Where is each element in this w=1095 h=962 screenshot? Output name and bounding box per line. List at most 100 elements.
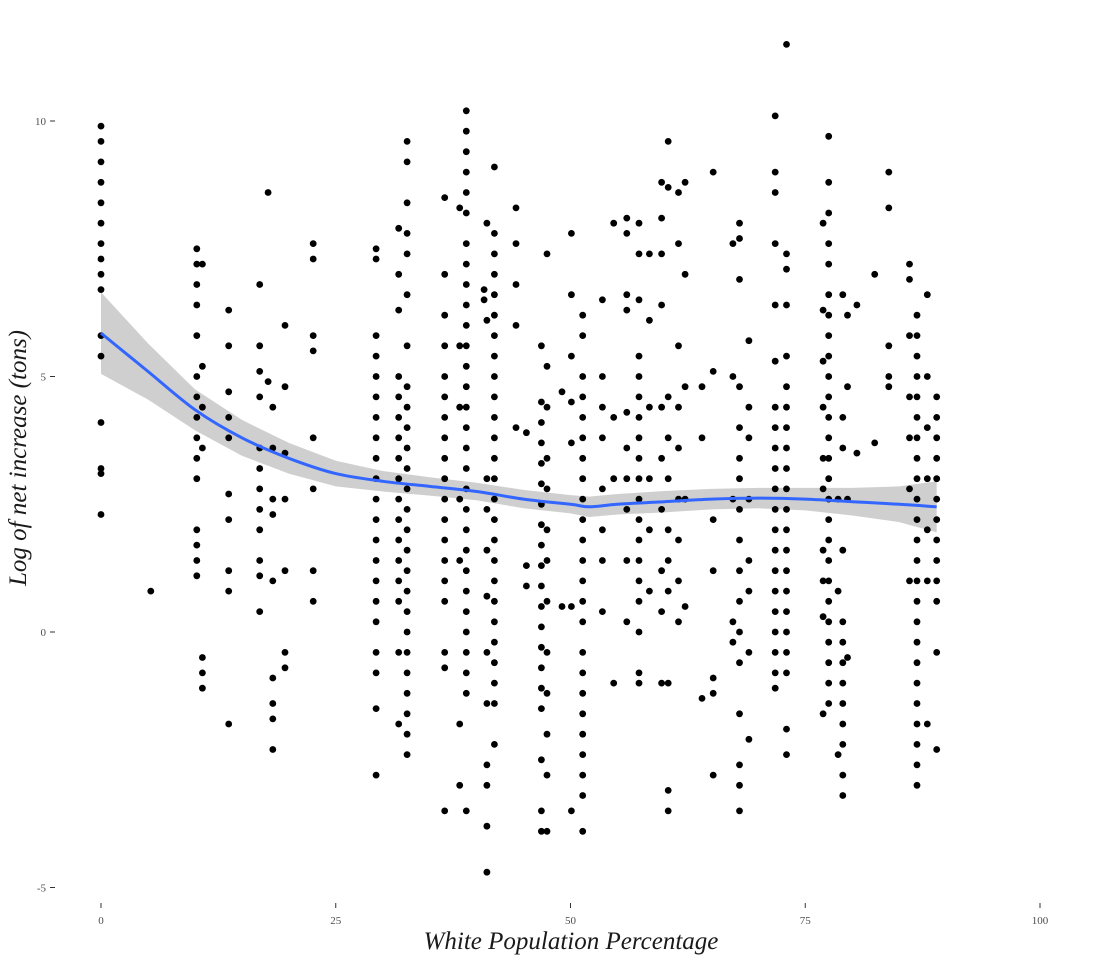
data-point	[543, 597, 551, 605]
data-point	[97, 122, 105, 130]
data-point	[568, 398, 575, 406]
data-point	[225, 306, 233, 314]
data-point	[403, 444, 411, 452]
data-point	[825, 638, 833, 646]
data-point	[825, 700, 833, 707]
data-point	[483, 761, 491, 769]
data-point	[225, 720, 233, 728]
data-point	[456, 204, 464, 212]
data-point	[256, 465, 264, 472]
data-point	[623, 475, 631, 483]
data-point	[491, 495, 498, 503]
data-point	[771, 403, 779, 411]
data-point	[923, 526, 931, 534]
data-point	[610, 475, 618, 483]
x-tick-label: 100	[1032, 915, 1049, 927]
data-point	[933, 393, 941, 401]
data-point	[395, 557, 403, 564]
x-tick-label: 75	[800, 915, 812, 927]
data-point	[491, 434, 498, 442]
data-point	[599, 403, 606, 411]
data-point	[623, 618, 631, 626]
data-point	[623, 408, 631, 416]
data-point	[441, 414, 449, 421]
data-point	[568, 291, 575, 299]
data-point	[623, 506, 631, 513]
data-point	[736, 628, 743, 636]
data-point	[599, 434, 606, 442]
data-point	[372, 245, 380, 253]
data-point	[635, 536, 643, 544]
data-point	[839, 679, 847, 687]
data-point	[771, 189, 779, 196]
data-point	[441, 597, 449, 605]
data-point	[783, 465, 790, 472]
data-point	[97, 270, 105, 278]
data-point	[538, 756, 545, 764]
data-point	[538, 807, 545, 815]
data-point	[771, 567, 779, 575]
data-point	[403, 587, 411, 595]
data-point	[193, 475, 201, 483]
y-tick-label: 5	[41, 372, 47, 384]
data-point	[462, 608, 470, 615]
data-point	[147, 587, 155, 595]
data-point	[913, 475, 921, 483]
data-point	[193, 245, 201, 253]
data-point	[456, 495, 464, 503]
data-point	[372, 434, 380, 442]
data-point	[825, 393, 833, 401]
data-point	[783, 383, 790, 391]
data-point	[745, 403, 753, 411]
data-point	[538, 562, 545, 569]
data-point	[256, 557, 264, 564]
data-point	[839, 546, 847, 554]
data-point	[635, 393, 643, 401]
data-point	[675, 403, 682, 411]
data-point	[664, 679, 672, 687]
data-point	[933, 434, 941, 442]
data-point	[462, 209, 470, 217]
data-point	[491, 659, 498, 667]
data-point	[771, 506, 779, 513]
data-point	[97, 219, 105, 227]
data-point	[568, 439, 575, 447]
data-point	[512, 281, 520, 288]
data-point	[491, 597, 498, 605]
data-point	[491, 475, 498, 483]
data-point	[825, 679, 833, 687]
data-point	[825, 332, 833, 339]
data-point	[913, 700, 921, 707]
data-point	[491, 230, 498, 237]
data-point	[403, 526, 411, 534]
data-point	[264, 378, 272, 385]
data-point	[825, 352, 833, 360]
data-point	[225, 490, 233, 498]
data-point	[193, 434, 201, 442]
data-point	[635, 475, 643, 483]
data-point	[579, 393, 587, 401]
data-point	[491, 618, 498, 626]
data-point	[698, 383, 706, 391]
data-point	[736, 219, 743, 227]
confidence-band-layer	[101, 292, 937, 533]
confidence-band	[101, 292, 937, 533]
data-point	[441, 194, 449, 202]
data-point	[199, 403, 206, 411]
data-point	[395, 516, 403, 523]
data-point	[579, 516, 587, 523]
data-point	[771, 465, 779, 472]
data-point	[462, 587, 470, 595]
data-point	[783, 587, 790, 595]
data-point	[658, 608, 665, 615]
data-point	[403, 751, 411, 758]
data-point	[736, 567, 743, 575]
data-point	[403, 628, 411, 636]
data-point	[483, 592, 491, 600]
data-point	[664, 393, 672, 401]
data-point	[913, 659, 921, 667]
data-point	[839, 771, 847, 779]
data-point	[664, 526, 672, 534]
